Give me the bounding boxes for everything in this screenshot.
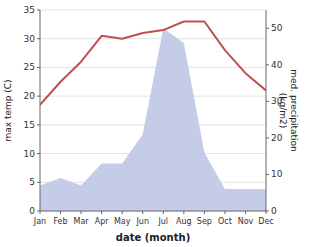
x-tick — [101, 211, 102, 214]
grid-line — [40, 10, 266, 11]
y2-tick-label: 0 — [271, 206, 277, 216]
x-tick-label: Apr — [95, 217, 110, 226]
y-tick — [37, 67, 40, 68]
y2-tick-label: 20 — [271, 133, 283, 143]
y2-tick — [266, 174, 269, 175]
y-tick-label: 30 — [24, 34, 36, 44]
plot-area — [40, 21, 266, 211]
y-tick-label: 0 — [29, 206, 35, 216]
y-tick-label: 15 — [24, 120, 35, 130]
y2-tick-label: 10 — [271, 169, 283, 179]
y2-tick — [266, 28, 269, 29]
x-axis-line — [40, 211, 266, 212]
y2-tick — [266, 64, 269, 65]
x-tick-label: Oct — [218, 217, 232, 226]
x-tick-label: Feb — [53, 217, 67, 226]
y2-tick — [266, 101, 269, 102]
grid-line — [40, 211, 266, 212]
y-tick — [37, 153, 40, 154]
y-tick-label: 35 — [24, 5, 35, 15]
y-axis-title: max temp (C) — [3, 79, 13, 141]
y2-axis-line — [266, 10, 267, 211]
x-tick — [60, 211, 61, 214]
y2-axis-title-line: med. precipitation — [289, 69, 299, 151]
x-tick-label: Sep — [197, 217, 212, 226]
y-tick — [37, 38, 40, 39]
x-tick — [163, 211, 164, 214]
y-tick — [37, 211, 40, 212]
y-axis-line — [40, 10, 41, 211]
x-tick-label: Dec — [258, 217, 273, 226]
y2-axis-title: med. precipitation(kg/m2) — [278, 69, 299, 151]
y-tick — [37, 10, 40, 11]
x-tick-label: Aug — [176, 217, 192, 226]
y2-tick — [266, 137, 269, 138]
y-tick-label: 10 — [24, 149, 36, 159]
y2-tick-label: 40 — [271, 60, 283, 70]
x-tick — [142, 211, 143, 214]
x-tick — [204, 211, 205, 214]
x-axis-title: date (month) — [116, 232, 190, 243]
y-tick-label: 5 — [29, 177, 35, 187]
x-tick-label: Nov — [238, 217, 254, 226]
x-tick-label: Jan — [33, 217, 46, 226]
x-tick — [224, 211, 225, 214]
temperature-line — [40, 21, 266, 104]
chart: JanFebMarAprMayJunJulAugSepOctNovDec0510… — [0, 0, 318, 247]
grid-line — [40, 38, 266, 39]
x-tick — [81, 211, 82, 214]
x-tick-label: Jul — [157, 217, 168, 226]
x-tick — [245, 211, 246, 214]
y2-tick-label: 50 — [271, 23, 283, 33]
x-tick — [122, 211, 123, 214]
x-tick-label: Jun — [135, 217, 149, 226]
precipitation-area — [40, 28, 266, 211]
axes: JanFebMarAprMayJunJulAugSepOctNovDec0510… — [24, 5, 283, 226]
x-tick — [183, 211, 184, 214]
y-tick-label: 25 — [24, 62, 35, 72]
y2-axis-title-line: (kg/m2) — [278, 93, 288, 128]
grid — [40, 10, 266, 211]
x-tick-label: May — [114, 217, 131, 226]
y-tick — [37, 182, 40, 183]
y-tick — [37, 96, 40, 97]
y2-tick — [266, 211, 269, 212]
y-tick — [37, 124, 40, 125]
x-tick-label: Mar — [74, 217, 90, 226]
y-tick-label: 20 — [24, 91, 36, 101]
